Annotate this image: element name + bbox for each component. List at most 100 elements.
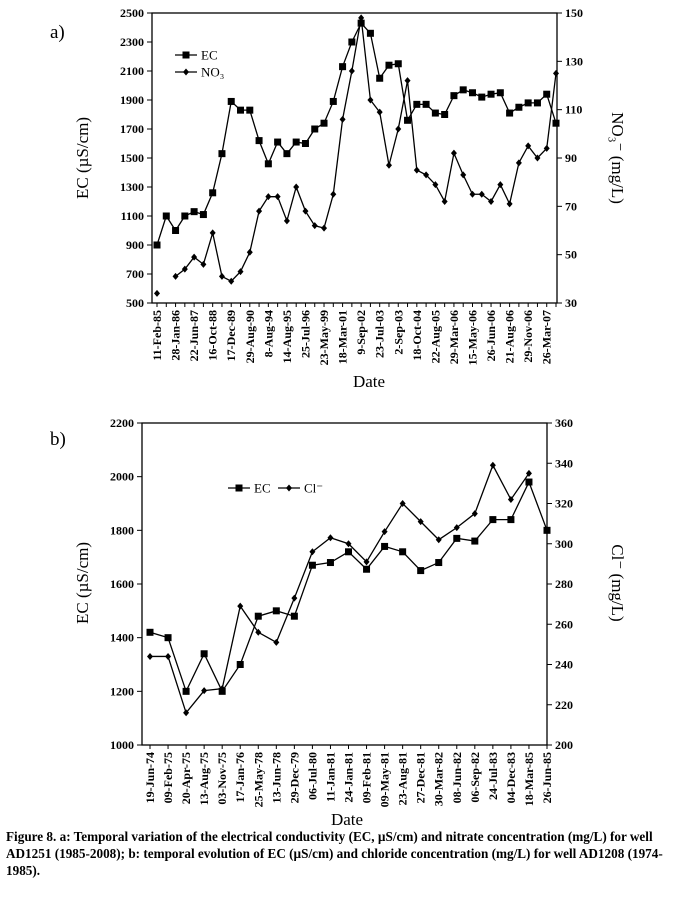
marker	[321, 224, 328, 232]
x-tick-label: 30-Mar-82	[432, 752, 446, 806]
marker	[432, 181, 439, 189]
legend-label: EC	[201, 48, 218, 63]
marker	[422, 100, 430, 108]
marker	[228, 277, 235, 285]
marker	[182, 51, 190, 59]
marker	[381, 542, 389, 550]
y-tick-label: 700	[126, 267, 144, 281]
marker	[489, 461, 496, 469]
y-tick-label: 2100	[120, 64, 144, 78]
marker	[183, 709, 190, 717]
marker	[441, 198, 448, 205]
x-tick-label: 11-Feb-85	[150, 310, 164, 361]
marker	[246, 106, 254, 114]
y2-tick-label: 150	[565, 6, 583, 20]
x-tick-label: 25-May-78	[251, 752, 265, 807]
marker	[404, 116, 412, 124]
marker	[348, 67, 355, 75]
marker	[273, 638, 280, 646]
y-tick-label: 1800	[110, 523, 134, 537]
x-tick-label: 17-Dec-89	[224, 310, 238, 361]
marker	[453, 524, 460, 532]
x-tick-label: 09-May-81	[378, 752, 392, 807]
y-tick-label: 1400	[110, 631, 134, 645]
y2-tick-label: 110	[565, 103, 582, 117]
y-axis-title: EC (µS/cm)	[73, 542, 92, 624]
caption: Figure 8. a: Temporal variation of the e…	[6, 829, 663, 878]
marker	[487, 90, 495, 98]
marker	[190, 208, 198, 216]
x-tick-label: 23-May-99	[317, 310, 331, 365]
marker	[478, 190, 485, 198]
y-tick-label: 2300	[120, 35, 144, 49]
marker	[172, 227, 180, 234]
marker	[302, 207, 309, 215]
x-tick-label: 22-Aug-05	[428, 310, 442, 363]
marker	[209, 229, 216, 237]
x-tick-label: 18-Mar-01	[336, 310, 350, 364]
marker	[218, 150, 226, 158]
marker	[413, 166, 420, 174]
x-tick-label: 21-Aug-06	[503, 310, 517, 363]
x-tick-label: 15-May-06	[465, 310, 479, 365]
series-line	[150, 463, 530, 715]
y-tick-label: 1600	[110, 577, 134, 591]
marker	[311, 222, 318, 230]
marker	[183, 68, 189, 76]
marker	[154, 289, 160, 297]
x-tick-label: 13-Jun-78	[269, 752, 283, 803]
y2-tick-label: 50	[565, 248, 577, 262]
x-tick-label: 23-Aug-81	[396, 752, 410, 805]
marker	[237, 268, 244, 276]
marker	[507, 495, 514, 503]
marker	[274, 193, 281, 201]
x-tick-label: 19-Jun-74	[143, 752, 157, 803]
marker	[227, 97, 235, 105]
plot-frame	[141, 422, 548, 746]
marker	[309, 548, 316, 556]
x-tick-label: 24-Jul-83	[486, 752, 500, 800]
marker	[345, 548, 352, 556]
x-tick-label: 29-Aug-90	[243, 310, 257, 363]
y2-tick-label: 90	[565, 151, 577, 165]
x-tick-label: 23-Jul-03	[373, 310, 387, 358]
marker	[363, 565, 371, 573]
y2-tick-label: 360	[555, 416, 573, 430]
marker	[435, 559, 443, 567]
marker	[381, 528, 388, 536]
marker	[366, 29, 374, 37]
x-axis-title: Date	[353, 372, 385, 391]
marker	[283, 217, 290, 225]
x-tick-label: 9-Sep-02	[354, 310, 368, 355]
marker	[290, 612, 298, 620]
marker	[431, 109, 439, 117]
x-tick-label: 17-Jan-76	[233, 752, 247, 803]
panel-label: b)	[50, 429, 66, 450]
marker	[417, 567, 425, 575]
marker	[543, 526, 551, 534]
marker	[345, 540, 352, 548]
figure: 500 700 900 1100 1300 1500 1700 1900 2100 2300 250…	[50, 6, 627, 826]
marker	[218, 272, 225, 280]
y-tick-label: 2200	[110, 416, 134, 430]
marker	[435, 536, 442, 544]
marker	[385, 161, 392, 169]
marker	[404, 77, 411, 85]
marker	[200, 260, 207, 268]
x-tick-label: 18-Oct-04	[410, 310, 424, 361]
marker	[235, 484, 243, 492]
marker	[272, 607, 280, 615]
marker	[320, 119, 328, 127]
x-tick-label: 13-Aug-75	[197, 752, 211, 805]
x-tick-label: 2-Sep-03	[391, 310, 405, 355]
marker	[453, 534, 461, 542]
marker	[363, 558, 370, 566]
x-tick-label: 26-Jun-06	[484, 310, 498, 361]
marker	[497, 181, 504, 189]
marker	[274, 138, 282, 146]
y2-tick-label: 200	[555, 738, 573, 752]
marker	[385, 61, 393, 69]
marker	[182, 687, 190, 695]
marker	[201, 687, 208, 695]
